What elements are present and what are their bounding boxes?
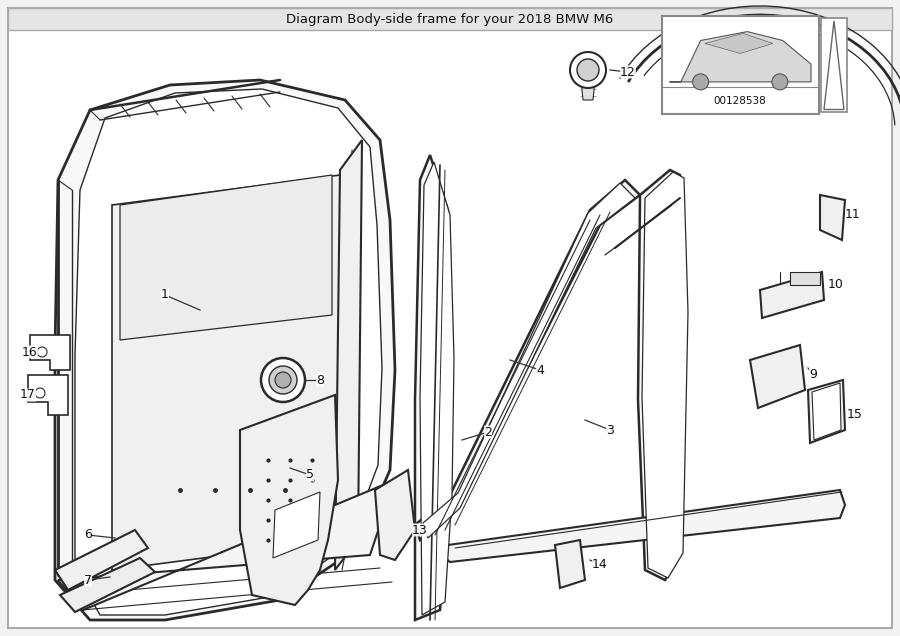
- Polygon shape: [55, 80, 395, 620]
- Text: 7: 7: [84, 574, 92, 586]
- Circle shape: [37, 347, 47, 357]
- Bar: [662, 16, 819, 114]
- Text: 11: 11: [845, 209, 861, 221]
- Polygon shape: [580, 70, 596, 100]
- Circle shape: [269, 366, 297, 394]
- Polygon shape: [273, 492, 320, 558]
- Circle shape: [772, 74, 788, 90]
- Text: 12: 12: [620, 66, 636, 78]
- Text: 3: 3: [606, 424, 614, 436]
- Polygon shape: [75, 89, 382, 615]
- Text: 10: 10: [828, 279, 844, 291]
- Polygon shape: [760, 272, 824, 318]
- Polygon shape: [445, 490, 845, 562]
- Text: 8: 8: [316, 373, 324, 387]
- Polygon shape: [415, 155, 450, 620]
- Text: 16: 16: [22, 345, 38, 359]
- Polygon shape: [820, 195, 845, 240]
- Polygon shape: [423, 183, 635, 538]
- Polygon shape: [638, 170, 685, 580]
- Polygon shape: [790, 272, 820, 285]
- Polygon shape: [335, 140, 362, 570]
- Text: 15: 15: [847, 408, 863, 422]
- Text: 14: 14: [592, 558, 608, 572]
- Polygon shape: [112, 175, 340, 570]
- Text: 00128538: 00128538: [714, 95, 767, 106]
- Polygon shape: [642, 172, 688, 578]
- Circle shape: [35, 388, 45, 398]
- Text: 4: 4: [536, 364, 544, 377]
- Polygon shape: [808, 380, 845, 443]
- Circle shape: [275, 372, 291, 388]
- Circle shape: [693, 74, 708, 90]
- Text: 1: 1: [161, 289, 169, 301]
- Text: 9: 9: [809, 368, 817, 382]
- Polygon shape: [240, 395, 338, 605]
- Text: 13: 13: [412, 523, 427, 537]
- Text: 5: 5: [306, 469, 314, 481]
- Polygon shape: [120, 175, 332, 340]
- Bar: [821, 18, 847, 113]
- Polygon shape: [812, 383, 841, 440]
- Circle shape: [577, 59, 599, 81]
- Polygon shape: [420, 162, 454, 615]
- Circle shape: [570, 52, 606, 88]
- Polygon shape: [30, 335, 70, 370]
- Polygon shape: [750, 345, 805, 408]
- Polygon shape: [28, 375, 68, 415]
- Polygon shape: [415, 180, 640, 540]
- Polygon shape: [58, 480, 395, 610]
- Text: 6: 6: [84, 529, 92, 541]
- Polygon shape: [824, 21, 844, 109]
- Text: Diagram Body-side frame for your 2018 BMW M6: Diagram Body-side frame for your 2018 BM…: [286, 13, 614, 25]
- Polygon shape: [55, 530, 148, 590]
- Polygon shape: [60, 558, 155, 612]
- Polygon shape: [705, 33, 773, 53]
- Circle shape: [261, 358, 305, 402]
- Text: 2: 2: [484, 425, 492, 438]
- Text: 17: 17: [20, 389, 36, 401]
- Polygon shape: [555, 540, 585, 588]
- Bar: [8, 8, 892, 30]
- Polygon shape: [670, 32, 811, 82]
- Polygon shape: [375, 470, 415, 560]
